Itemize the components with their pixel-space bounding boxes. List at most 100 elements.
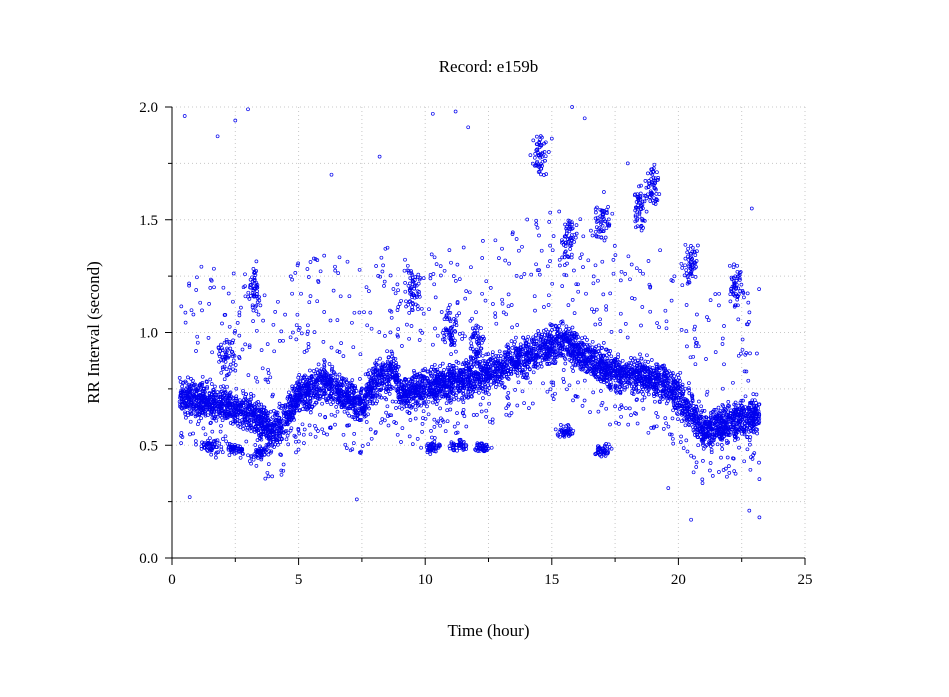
data-point [626,367,630,372]
data-point [591,362,595,367]
data-point [652,394,656,398]
data-point [695,427,700,432]
data-point [418,388,423,392]
data-point [241,388,245,393]
data-point [362,414,367,419]
data-point [330,364,335,369]
data-point [345,387,349,391]
data-point [732,431,737,436]
data-point [526,334,531,339]
data-point [640,398,645,403]
data-point [186,400,190,405]
data-point [571,338,575,343]
data-point [209,382,214,386]
data-point [576,351,580,356]
data-point [308,388,312,393]
data-point [679,419,684,424]
data-point [469,383,473,388]
data-point [297,408,302,413]
data-point [576,356,581,361]
data-point [377,395,382,399]
data-point [330,367,334,371]
data-point [313,393,318,398]
data-point [364,395,369,399]
data-point [537,349,542,354]
data-point [622,387,627,392]
data-point [328,374,333,379]
data-point [225,384,229,389]
data-point [252,419,256,423]
data-point [234,386,239,391]
data-point [210,416,215,420]
data-point [461,392,466,396]
data-point [410,377,415,381]
data-point [510,346,515,350]
data-point [514,335,518,340]
data-point [364,420,369,424]
data-point [255,438,260,442]
data-point [196,403,200,408]
data-point [268,417,273,422]
data-point [639,389,644,394]
data-point [177,376,182,380]
data-point [736,427,741,432]
data-point [277,405,282,410]
data-point [738,427,742,432]
data-point [498,356,503,361]
data-point [709,450,714,455]
data-point [313,395,318,400]
data-point [642,395,647,400]
data-point [287,390,291,395]
data-point [331,400,335,405]
data-point [549,339,554,343]
data-point [426,369,431,374]
data-point [298,408,302,412]
data-point [198,383,202,387]
data-point [683,423,688,428]
data-point [686,422,691,427]
data-point [613,363,618,367]
data-point [379,395,384,400]
data-point [462,376,466,381]
data-point [440,361,445,366]
data-point [691,418,696,422]
data-point [751,392,756,396]
data-point [352,389,356,394]
data-point [719,443,724,447]
data-point [724,438,729,443]
data-point [632,356,637,361]
data-point [415,399,420,404]
data-point [601,376,605,381]
data-point [585,338,589,342]
data-point [538,348,542,353]
data-point [557,324,562,328]
data-point [322,359,327,364]
data-point [696,443,701,448]
data-point [257,402,262,407]
data-point [649,358,654,362]
data-point [284,428,289,433]
data-point [320,401,324,406]
data-point [531,344,536,349]
data-point [671,408,675,413]
data-point [318,369,323,373]
data-point [753,422,758,427]
data-point [405,399,410,404]
data-point [722,409,727,414]
data-point [494,379,499,383]
data-point [472,361,476,366]
data-point [208,377,213,382]
data-point [726,400,731,404]
data-point [205,386,209,391]
data-point [494,353,499,358]
data-point [362,397,366,402]
data-point [278,440,283,445]
data-point [327,362,332,366]
data-point [217,401,222,406]
data-point [599,389,603,393]
data-point [536,329,541,333]
data-point [531,370,536,375]
data-point [262,405,267,410]
data-point [493,385,498,389]
data-point [628,375,633,380]
